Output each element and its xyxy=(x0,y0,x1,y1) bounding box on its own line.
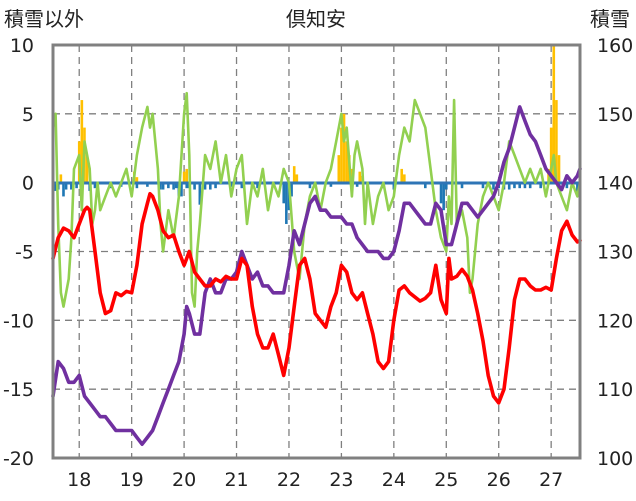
x-tick-label: 25 xyxy=(434,469,458,491)
blue-bars-bar xyxy=(214,182,217,189)
precip-bars-bar xyxy=(552,45,556,183)
blue-bars-bar xyxy=(523,182,527,189)
right-tick-label: 140 xyxy=(597,173,633,195)
precip-bars-bar xyxy=(345,141,348,183)
blue-bars-bar xyxy=(442,182,445,211)
precip-bars-bar xyxy=(80,100,84,183)
blue-bars-bar xyxy=(70,182,73,190)
precip-bars-bar xyxy=(59,174,63,183)
precip-bars-bar xyxy=(342,113,346,183)
blue-bars-bar xyxy=(185,182,189,189)
x-tick-label: 18 xyxy=(67,469,91,491)
right-tick-label: 150 xyxy=(597,104,633,126)
blue-bars-bar xyxy=(513,182,516,189)
blue-bars-bar xyxy=(93,182,97,189)
left-tick-label: -20 xyxy=(3,448,34,470)
blue-bars-bar xyxy=(492,182,495,190)
blue-bars-bar xyxy=(444,182,448,190)
x-tick-label: 27 xyxy=(539,469,563,491)
precip-bars-bar xyxy=(549,127,553,183)
left-tick-label: -5 xyxy=(15,242,34,264)
left-axis-ticks: 10 5 0 -5 -10 -15 -20 xyxy=(3,35,34,470)
precip-bars-bar xyxy=(400,168,404,183)
snow-depth-line xyxy=(51,105,582,446)
blue-bars-bar xyxy=(135,182,139,189)
left-tick-label: 10 xyxy=(10,35,34,57)
blue-bars-bar xyxy=(308,182,312,189)
blue-bars-bar xyxy=(256,182,259,189)
blue-bars-bar xyxy=(172,182,175,190)
x-tick-label: 26 xyxy=(487,469,511,491)
blue-bars-bar xyxy=(290,182,293,197)
left-tick-label: 0 xyxy=(22,173,34,195)
left-tick-label: 5 xyxy=(22,104,34,126)
chart-title: 倶知安 xyxy=(286,7,346,31)
blue-bars-bar xyxy=(518,182,521,189)
blue-bars-bar xyxy=(460,182,464,189)
blue-bars-bar xyxy=(159,182,162,190)
x-tick-label: 24 xyxy=(382,469,406,491)
precip-bars-bar xyxy=(547,168,550,183)
right-tick-label: 130 xyxy=(597,242,633,264)
blue-bars-bar xyxy=(355,182,359,187)
x-tick-label: 19 xyxy=(120,469,144,491)
precip-bars-bar xyxy=(337,155,341,183)
x-tick-label: 20 xyxy=(172,469,196,491)
blue-bars-bar xyxy=(180,182,183,197)
blue-bars-bar xyxy=(161,182,165,190)
right-tick-label: 160 xyxy=(597,35,633,57)
precip-bars-bar xyxy=(85,155,89,183)
blue-bars-bar xyxy=(507,182,511,190)
precip-bars-bar xyxy=(557,155,561,183)
precip-bars-bar xyxy=(358,171,362,183)
blue-bars-bar xyxy=(539,182,542,189)
blue-bars-bar xyxy=(64,182,68,190)
blue-bars-bar xyxy=(75,182,78,189)
right-tick-label: 110 xyxy=(597,379,633,401)
precip-bars-bar xyxy=(340,127,343,183)
left-tick-label: -15 xyxy=(3,379,34,401)
blue-bars-bar xyxy=(424,182,427,189)
blue-bars-bar xyxy=(62,182,65,197)
blue-bars-bar xyxy=(146,182,149,187)
blue-bars-bar xyxy=(174,182,178,189)
right-axis-ticks: 160 150 140 130 120 110 100 xyxy=(597,35,633,470)
left-tick-label: -10 xyxy=(3,310,34,332)
blue-bars-bar xyxy=(167,182,170,189)
lines-layer xyxy=(51,91,582,446)
precip-bars-bar xyxy=(182,171,186,183)
precip-bars-bar xyxy=(555,100,558,183)
left-axis-label: 積雪以外 xyxy=(4,7,84,31)
blue-bars-bar xyxy=(240,182,244,189)
precip-bars-bar xyxy=(295,174,299,183)
right-tick-label: 120 xyxy=(597,310,633,332)
blue-bars-bar xyxy=(198,182,202,205)
temperature-line xyxy=(51,191,582,405)
blue-bars-bar xyxy=(203,182,207,190)
blue-bars-bar xyxy=(285,182,288,224)
blue-bars-bar xyxy=(439,182,443,204)
right-tick-label: 100 xyxy=(597,448,633,470)
blue-bars-bar xyxy=(565,182,569,189)
blue-bars-bar xyxy=(481,182,485,189)
blue-bars-bar xyxy=(193,182,196,190)
right-axis-label: 積雪 xyxy=(590,7,630,31)
plot-frame xyxy=(51,43,582,460)
precip-bars-bar xyxy=(185,168,189,183)
blue-bars-bar xyxy=(209,182,212,190)
x-tick-label: 21 xyxy=(224,469,248,491)
x-axis-ticks: 18 19 20 21 22 23 24 25 26 27 xyxy=(67,469,563,491)
blue-bars-bar xyxy=(229,182,233,187)
blue-bars-bar xyxy=(528,182,532,189)
blue-bars-bar xyxy=(282,182,286,204)
precip-bars-bar xyxy=(135,177,139,183)
blue-bars-bar xyxy=(54,182,57,191)
blue-bars-bar xyxy=(329,182,333,187)
precip-bars-bar xyxy=(292,166,296,183)
x-tick-label: 23 xyxy=(329,469,353,491)
x-tick-label: 22 xyxy=(277,469,301,491)
precip-bars-bar xyxy=(403,174,406,183)
